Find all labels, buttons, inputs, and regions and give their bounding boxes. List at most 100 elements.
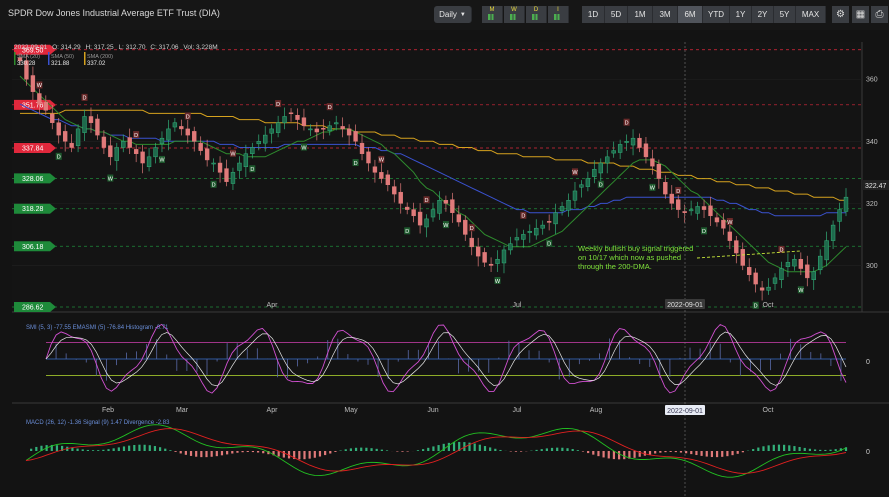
range-2y-button[interactable]: 2Y [752, 6, 774, 23]
chevron-down-icon: ▼ [459, 11, 466, 18]
signal-marker [229, 149, 236, 157]
interval-dropdown[interactable]: Daily ▼ [434, 6, 472, 23]
range-1m-button[interactable]: 1M [628, 6, 653, 23]
signal-letter: W [230, 152, 236, 158]
candle-body [695, 206, 700, 214]
candle-body [250, 147, 255, 154]
candle-body [488, 263, 494, 266]
candle-body [263, 134, 268, 144]
y-tick-label: 300 [866, 263, 878, 270]
signal-marker [442, 221, 449, 229]
y-tick-label: 320 [866, 201, 878, 208]
candle-body [204, 148, 210, 161]
signal-letter: W [495, 279, 501, 285]
candle-body [417, 211, 423, 226]
range-3m-button[interactable]: 3M [653, 6, 678, 23]
range-max-button[interactable]: MAX [796, 6, 826, 23]
candle-body [701, 206, 707, 210]
range-1y-button[interactable]: 1Y [730, 6, 752, 23]
candle-body [559, 206, 565, 212]
signal-letter: D [186, 114, 190, 120]
candle-body [521, 234, 526, 240]
signal-letter: D [212, 183, 216, 189]
level-tag [14, 301, 56, 312]
range-5d-button[interactable]: 5D [605, 6, 628, 23]
candle-body [792, 258, 797, 267]
candle-body [508, 243, 513, 251]
candle-body [179, 126, 184, 130]
signal-marker [36, 81, 43, 89]
signal-marker [249, 165, 256, 173]
signal-marker [423, 196, 430, 204]
smi-zero-label: 0 [866, 359, 870, 366]
candle-body [785, 262, 791, 267]
level-tag [14, 143, 56, 154]
price-panel [12, 42, 862, 312]
candle-body [637, 137, 642, 148]
ohlc-date: 2022-09-01 [14, 44, 48, 51]
candle-body [605, 156, 610, 164]
candle-body [282, 116, 287, 123]
candle-body [198, 142, 203, 151]
range-ytd-button[interactable]: YTD [703, 6, 730, 23]
timeframe-weekly-button[interactable]: W [504, 6, 525, 23]
level-tag [14, 173, 56, 184]
legend-sma20-value: 330.28 [17, 61, 36, 67]
level-label: 351.76 [22, 102, 44, 109]
signal-letter: D [276, 102, 280, 108]
candle-body [411, 209, 416, 217]
candle-body [69, 142, 74, 148]
range-6m-button[interactable]: 6M [678, 6, 703, 23]
candle-body [256, 141, 261, 145]
candle-body [288, 112, 294, 115]
candle-body [546, 221, 552, 223]
candle-body [392, 186, 397, 195]
candle-body [314, 128, 320, 133]
candle-body [798, 258, 804, 269]
signal-letter: W [159, 158, 165, 164]
candle-body [30, 75, 36, 92]
smi-month-label: Apr [267, 407, 279, 414]
candle-body [598, 162, 603, 174]
signal-letter: D [625, 120, 629, 126]
x-month-label: Apr [267, 302, 279, 309]
interval-label: Daily [439, 10, 457, 19]
timeframe-intraday-button[interactable]: I [548, 6, 569, 23]
calculator-icon[interactable]: ▦ [852, 6, 869, 23]
candle-body [172, 122, 178, 128]
candle-body [818, 255, 823, 271]
smi-line [45, 323, 847, 394]
settings-gear-icon[interactable]: ⚙ [832, 6, 849, 23]
ohlc-high: H: 317.25 [85, 44, 114, 51]
range-5y-button[interactable]: 5Y [774, 6, 796, 23]
level-tag [14, 44, 56, 55]
candle-body [463, 219, 468, 235]
signal-marker [81, 93, 88, 101]
range-1d-button[interactable]: 1D [582, 6, 605, 23]
candle-body [624, 141, 629, 143]
timeframe-daily-button[interactable]: D [526, 6, 547, 23]
signal-letter: D [57, 155, 61, 161]
signal-marker [726, 218, 733, 225]
candle-body [501, 249, 507, 264]
smi-month-label: Oct [763, 407, 774, 414]
candle-body [650, 158, 655, 167]
candle-body [327, 125, 332, 132]
timeframe-monthly-button[interactable]: M [482, 6, 503, 23]
candle-body [224, 168, 229, 182]
candle-body [321, 128, 326, 130]
macd-signal-line [25, 428, 847, 474]
smi-month-label: Jul [513, 407, 522, 414]
smi-ema-line [45, 331, 847, 387]
signal-letter: D [470, 226, 474, 232]
candle-body [398, 191, 403, 204]
candle-body [811, 271, 816, 280]
annotation-line-3: through the 200-DMA. [578, 262, 652, 271]
signal-marker [649, 183, 656, 191]
candle-body [437, 200, 442, 214]
candle-body [140, 151, 145, 164]
smi-month-label: May [344, 407, 358, 414]
signal-marker [352, 159, 359, 167]
candle-body [75, 128, 81, 146]
print-icon[interactable]: ⎙ [871, 6, 888, 23]
